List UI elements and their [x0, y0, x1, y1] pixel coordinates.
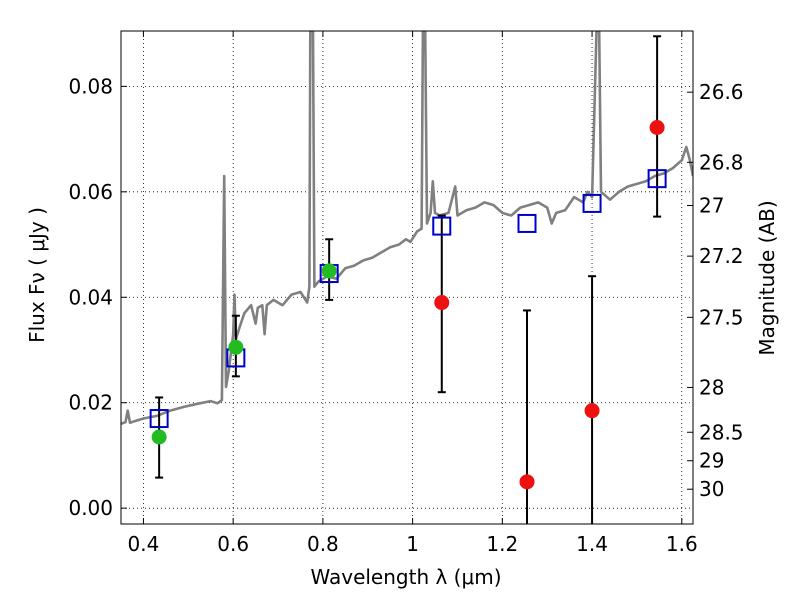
y-tick-label: 0.02 — [68, 391, 113, 415]
x-tick-label: 1.6 — [666, 532, 698, 556]
x-tick-label: 1 — [406, 532, 419, 556]
y2-tick-label: 30 — [699, 477, 724, 501]
grid-lines — [121, 31, 693, 524]
model-square — [432, 216, 452, 236]
model-square — [582, 193, 602, 213]
data-point — [584, 403, 600, 419]
y-tick-label: 0.08 — [68, 74, 113, 98]
y2-axis-label: Magnitude (AB) — [755, 200, 779, 355]
y2-tick-label: 28.5 — [699, 420, 744, 444]
y2-tick-label: 26.8 — [699, 150, 744, 174]
y-tick-label: 0.00 — [68, 496, 113, 520]
y-tick-label: 0.04 — [68, 285, 113, 309]
model-square — [647, 169, 667, 189]
data-point — [649, 119, 665, 135]
x-tick-label: 0.4 — [128, 532, 160, 556]
y-axis-label: Flux Fν ( μJy ) — [25, 207, 49, 343]
marker-layer — [149, 119, 667, 490]
y2-tick-label: 27.2 — [699, 244, 744, 268]
plot-frame — [120, 30, 694, 525]
model-square — [149, 409, 169, 429]
y2-tick-label: 27 — [699, 194, 724, 218]
x-tick-label: 0.6 — [217, 532, 249, 556]
y2-tick-label: 26.6 — [699, 80, 744, 104]
y-tick-label: 0.06 — [68, 180, 113, 204]
data-point — [321, 263, 337, 279]
y2-tick-label: 29 — [699, 449, 724, 473]
x-axis-label: Wavelength λ (μm) — [310, 565, 501, 589]
y2-tick-label: 28 — [699, 375, 724, 399]
spectrum-line — [121, 31, 693, 426]
x-tick-label: 1.2 — [486, 532, 518, 556]
tick-layer: 0.4 0.6 0.8 1 1.2 1.4 1.6 0.00 0.02 0.04 0.06 0.08 2… — [68, 31, 744, 556]
error-bar-layer — [155, 35, 662, 524]
spectrum-layer — [121, 31, 693, 426]
x-tick-label: 1.4 — [576, 532, 608, 556]
data-point — [434, 295, 450, 311]
data-point — [228, 339, 244, 355]
data-point — [519, 474, 535, 490]
data-point — [151, 429, 167, 445]
y2-tick-label: 27.5 — [699, 305, 744, 329]
x-tick-label: 0.8 — [307, 532, 339, 556]
model-square — [517, 213, 537, 233]
